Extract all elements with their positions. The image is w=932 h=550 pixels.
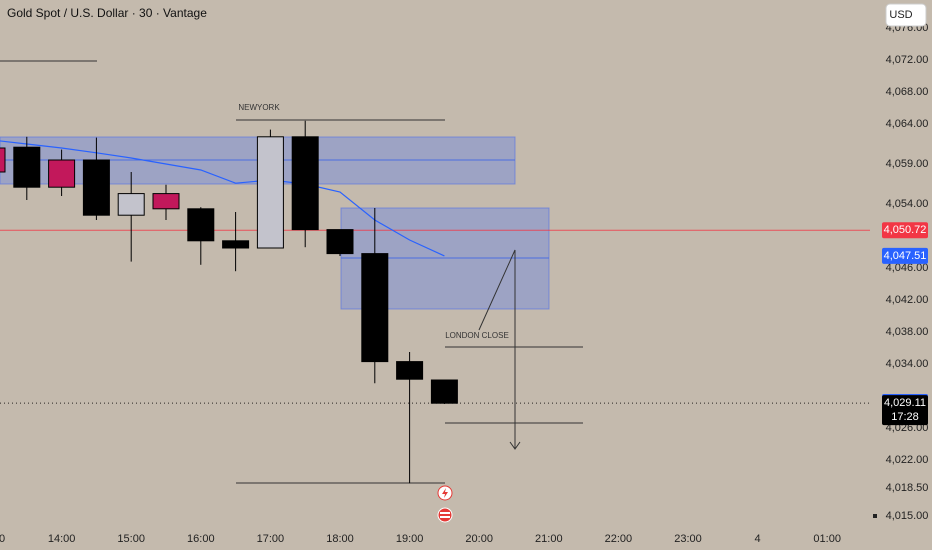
candle-body <box>13 146 41 188</box>
y-tick-label: 4,022.00 <box>886 454 929 466</box>
x-tick-label: 17:00 <box>257 533 285 545</box>
candle-body <box>152 193 180 210</box>
flag-stripe <box>440 516 450 518</box>
price-label-box <box>882 222 928 239</box>
flag-stripe <box>440 512 450 514</box>
currency[interactable]: USD <box>889 9 912 21</box>
y-tick-label: 4,054.00 <box>886 198 929 210</box>
price-label-box <box>882 395 928 426</box>
y-tick-label: 4,034.00 <box>886 358 929 370</box>
flag-icon[interactable] <box>437 507 453 523</box>
price-label: 4,047.51 <box>884 250 927 262</box>
x-tick-label: 01:00 <box>813 533 841 545</box>
candle-body <box>117 193 145 216</box>
currency-button[interactable] <box>885 3 927 27</box>
x-tick-label: 14:00 <box>48 533 76 545</box>
arrow-head <box>509 441 521 450</box>
y-tick-label: 4,046.00 <box>886 262 929 274</box>
annotation: NEWYORK <box>238 103 280 112</box>
axis-corner <box>873 514 877 518</box>
y-tick-label: 4,059.00 <box>886 158 929 170</box>
countdown: 17:28 <box>891 411 919 423</box>
candle-body <box>361 253 389 363</box>
arrow-path <box>478 249 516 448</box>
x-tick-label: 23:00 <box>674 533 702 545</box>
candle-body <box>326 229 354 255</box>
x-tick-label: 4 <box>755 533 761 545</box>
candle-body <box>48 159 76 188</box>
price-label: 4,029.11 <box>884 397 926 409</box>
drawings: NEWYORK LONDON CLOSE <box>0 60 583 523</box>
x-tick-label: 0 <box>0 533 5 545</box>
x-tick-label: 22:00 <box>605 533 633 545</box>
candle-body <box>396 361 424 380</box>
y-tick-label: 4,064.00 <box>886 118 929 130</box>
candle-body <box>222 240 250 249</box>
x-tick-label: 16:00 <box>187 533 215 545</box>
x-tick-label: 15:00 <box>117 533 145 545</box>
candle-body <box>0 147 6 173</box>
price-label-box <box>882 247 928 264</box>
y-tick-label: 4,038.00 <box>886 326 929 338</box>
y-tick-label: 4,018.50 <box>886 482 929 494</box>
x-tick-label: 19:00 <box>396 533 424 545</box>
y-tick-label: 4,042.00 <box>886 294 929 306</box>
candle-body <box>430 379 458 404</box>
candle-body <box>256 136 284 249</box>
x-tick-label: 20:00 <box>465 533 493 545</box>
annotation: LONDON CLOSE <box>445 331 509 340</box>
price-axis <box>870 0 932 550</box>
plot <box>0 120 870 484</box>
event-icon-glyph <box>442 488 448 498</box>
price-label: 4,050.72 <box>884 224 927 236</box>
x-tick-label: 21:00 <box>535 533 563 545</box>
y-tick-label: 4,015.00 <box>886 510 929 522</box>
chart-title: Gold Spot / U.S. Dollar · 30 · Vantage <box>7 6 207 20</box>
axis: 4,076.004,072.004,068.004,064.004,059.00… <box>0 22 928 545</box>
candle-body <box>82 159 110 216</box>
ma-line <box>0 140 445 257</box>
candle-body <box>291 136 319 231</box>
y-tick-label: 4,072.00 <box>886 54 929 66</box>
x-tick-label: 18:00 <box>326 533 354 545</box>
y-tick-label: 4,068.00 <box>886 86 929 98</box>
candle-body <box>187 208 215 242</box>
